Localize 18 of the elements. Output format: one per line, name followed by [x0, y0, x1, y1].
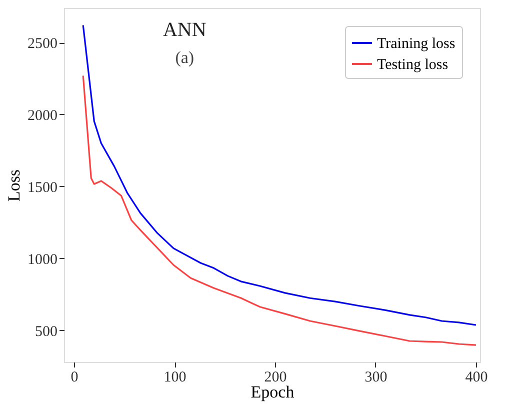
x-tick-label: 200	[264, 370, 287, 386]
text: ANN	[162, 19, 206, 41]
text: (a)	[175, 48, 194, 67]
x-tick-label: 100	[164, 370, 186, 386]
x-tick-label: 300	[364, 370, 388, 386]
line-series	[82, 24, 477, 326]
y-tick-label: 1500	[28, 180, 58, 196]
y-tick-label: 2000	[28, 108, 58, 124]
y-axis-title: Loss	[4, 169, 24, 202]
x-axis-title: Epoch	[250, 382, 295, 402]
y-tick-label: 2500	[28, 36, 58, 52]
legend-label: Testing loss	[377, 57, 448, 73]
y-tick-label: 1000	[28, 252, 58, 268]
legend-label: Training loss	[377, 36, 456, 52]
line-series	[82, 74, 477, 346]
x-tick-label: 400	[465, 370, 488, 386]
y-tick-label: 500	[35, 324, 58, 340]
x-tick-label: 0	[70, 370, 78, 386]
